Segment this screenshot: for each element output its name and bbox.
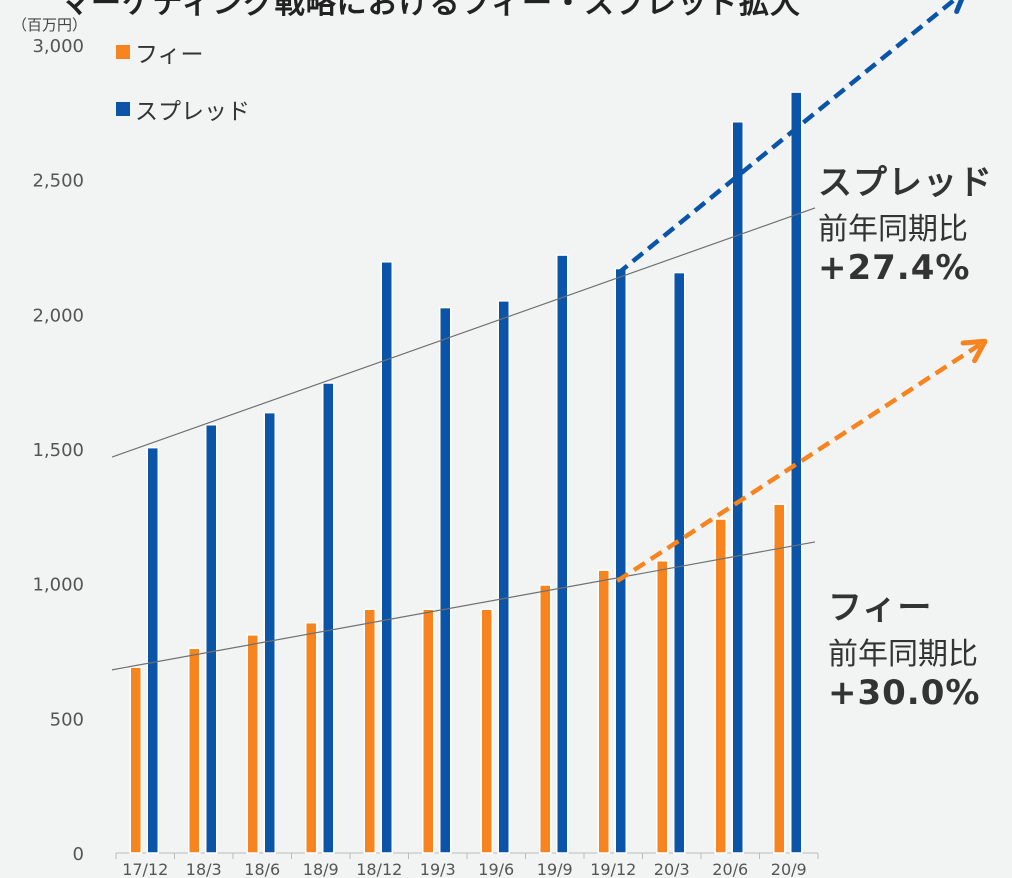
trend-line <box>111 541 816 671</box>
y-unit-label: （百万円） <box>12 16 88 34</box>
spread-bar <box>439 306 452 854</box>
y-tick-label: 0 <box>73 844 84 865</box>
legend-label-fee: フィー <box>135 42 204 68</box>
spread-bar <box>146 446 159 854</box>
x-tick-label: 18/3 <box>186 860 222 878</box>
fee-bar <box>539 584 552 854</box>
fee-annotation: フィー 前年同期比 +30.0% <box>828 580 980 713</box>
x-tick-label: 19/3 <box>420 860 456 878</box>
fee-annotation-name: フィー <box>828 588 933 628</box>
spread-bar <box>380 261 393 854</box>
y-tick-label: 1,500 <box>32 440 84 461</box>
legend-item-fee: フィー <box>116 35 204 69</box>
spread-bar <box>322 382 335 854</box>
legend-label-spread: スプレッド <box>135 99 250 125</box>
x-tick-label: 20/3 <box>654 860 690 878</box>
spread-annotation-sub: 前年同期比 <box>818 212 968 247</box>
fee-bar <box>597 569 610 854</box>
x-tick-label: 17/12 <box>122 860 168 878</box>
spread-bar <box>790 91 803 854</box>
fee-bar <box>422 608 435 854</box>
fee-annotation-pct: +30.0% <box>828 673 981 713</box>
fee-bar <box>656 560 669 854</box>
spread-annotation-pct: +27.4% <box>818 248 971 288</box>
fee-bar <box>773 503 786 854</box>
fee-arrowhead <box>960 338 988 364</box>
spread-annotation: スプレッド 前年同期比 +27.4% <box>818 155 993 288</box>
spread-projection-arrow <box>615 0 958 276</box>
chart-title: マーケティング戦略におけるフィー・スプレッド拡大 <box>60 0 801 21</box>
fee-bar <box>129 666 142 854</box>
x-tick-label: 18/9 <box>303 860 339 878</box>
spread-bar <box>673 271 686 854</box>
fee-bar <box>480 608 493 854</box>
x-tick-label: 18/12 <box>356 860 402 878</box>
x-tick-label: 20/6 <box>712 860 748 878</box>
y-tick-label: 500 <box>50 709 84 730</box>
spread-bar <box>263 411 276 854</box>
spread-bar <box>731 121 744 854</box>
x-tick-label: 19/6 <box>478 860 514 878</box>
fee-annotation-sub: 前年同期比 <box>828 637 978 672</box>
y-tick-label: 3,000 <box>32 36 84 57</box>
legend-swatch-fee <box>116 45 130 59</box>
fee-bar <box>714 518 727 854</box>
trend-line <box>111 207 816 458</box>
spread-bar <box>497 300 510 854</box>
x-tick-label: 20/9 <box>771 860 807 878</box>
x-tick-label: 19/9 <box>537 860 573 878</box>
spread-bar <box>556 254 569 854</box>
spread-arrowhead <box>954 0 965 14</box>
fee-projection-arrow <box>616 339 987 583</box>
spread-bar <box>205 424 218 854</box>
x-tick-label: 19/12 <box>590 860 636 878</box>
fee-bar <box>246 634 259 854</box>
legend-item-spread: スプレッド <box>116 92 250 126</box>
spread-bar <box>614 267 627 854</box>
x-tick-label: 18/6 <box>244 860 280 878</box>
y-tick-label: 2,500 <box>32 171 84 192</box>
fee-bar <box>363 608 376 854</box>
y-tick-label: 1,000 <box>32 575 84 596</box>
fee-bar <box>305 621 318 854</box>
fee-bar <box>188 647 201 854</box>
spread-annotation-name: スプレッド <box>818 163 993 203</box>
y-tick-label: 2,000 <box>32 305 84 326</box>
legend-swatch-spread <box>116 102 130 116</box>
